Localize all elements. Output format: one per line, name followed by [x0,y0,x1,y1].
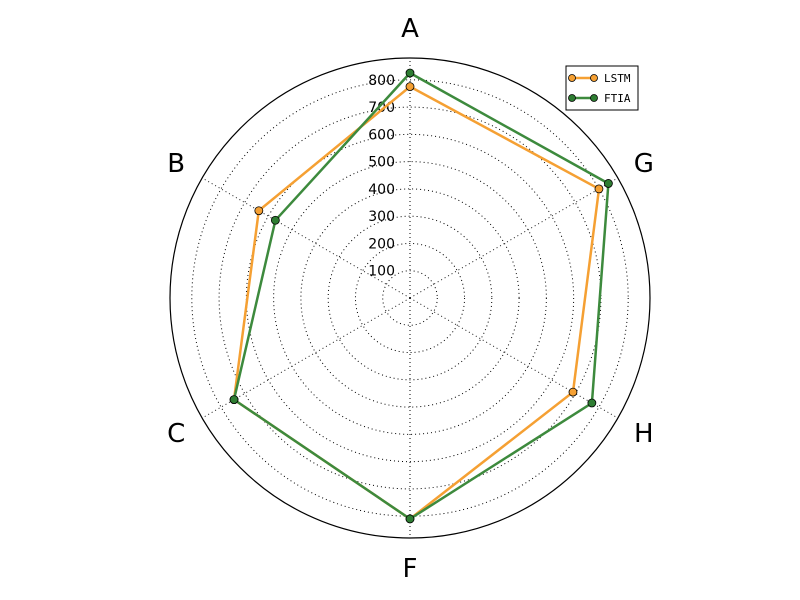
legend-label-FTIA: FTIA [604,92,631,105]
spoke-H [409,297,619,419]
grid-ring [382,270,438,326]
spoke-G [409,177,619,299]
data-point-FTIA-H [587,398,597,408]
data-point-FTIA-B [270,215,280,225]
spoke-B [201,177,411,299]
axis-label-F: F [403,554,418,584]
series-line-FTIA [232,71,610,521]
grid-ring [327,215,493,381]
legend: LSTM FTIA [565,65,639,111]
data-series [229,68,613,524]
tick-label: 400 [368,182,395,198]
data-point-LSTM-B [254,206,264,216]
axis-label-C: C [167,419,185,449]
axis-labels: A G H F C B [167,14,654,584]
grid-ring [300,188,520,408]
data-point-FTIA-G [603,179,613,188]
data-point-FTIA-A [405,68,415,78]
legend-marker-FTIA [590,94,598,102]
grid-ring [273,161,547,435]
grid-ring [191,79,629,517]
outer-frame [169,57,651,539]
legend-label-LSTM: LSTM [604,72,631,85]
legend-frame [565,65,639,111]
axis-label-A: A [401,14,419,44]
legend-marker-LSTM [590,74,598,82]
tick-label: 500 [368,155,395,171]
data-point-LSTM-A [405,82,415,92]
tick-label: 800 [368,73,395,89]
legend-marker-LSTM [568,74,576,82]
series-line-LSTM [232,85,601,521]
tick-label: 600 [368,127,395,143]
axis-label-H: H [634,419,654,449]
tick-label: 100 [368,264,395,280]
spoke-C [201,297,411,419]
data-point-FTIA-F [405,514,415,524]
data-point-LSTM-G [594,184,604,194]
data-point-LSTM-H [568,387,578,397]
axis-label-B: B [167,149,185,179]
tick-label: 200 [368,236,395,252]
legend-marker-FTIA [568,94,576,102]
tick-label: 300 [368,209,395,225]
data-point-FTIA-C [229,395,239,404]
axis-label-G: G [634,149,654,179]
grid-ring [354,242,466,354]
series-FTIA [229,68,613,524]
radar-spokes [201,58,619,538]
grid-ring [245,133,575,463]
